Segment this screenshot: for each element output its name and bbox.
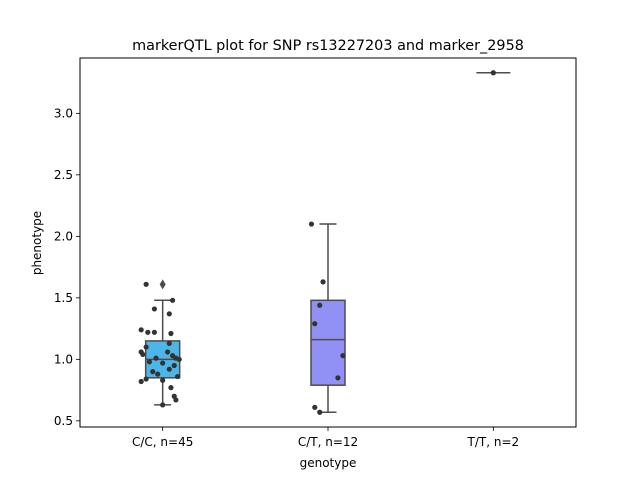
- data-point: [138, 327, 144, 333]
- data-point: [151, 306, 157, 312]
- data-point: [151, 329, 157, 335]
- data-point: [160, 402, 166, 408]
- data-point: [145, 329, 151, 335]
- box-group: [310, 223, 346, 413]
- data-point: [490, 70, 496, 76]
- chart-title: markerQTL plot for SNP rs13227203 and ma…: [132, 38, 524, 54]
- data-point: [312, 404, 318, 410]
- data-point: [168, 330, 174, 337]
- y-axis-label: phenotype: [30, 211, 44, 275]
- data-point: [317, 302, 323, 308]
- data-point: [143, 376, 149, 382]
- data-point: [174, 373, 181, 380]
- plot-area: [138, 70, 511, 415]
- data-point: [160, 377, 166, 383]
- y-tick-label: 3.0: [54, 106, 73, 120]
- data-point: [168, 385, 174, 391]
- data-point: [169, 297, 176, 303]
- data-point: [143, 344, 149, 350]
- data-point: [166, 311, 172, 317]
- data-point: [166, 366, 172, 372]
- data-point: [173, 397, 179, 403]
- x-tick-label: C/C, n=45: [132, 435, 193, 449]
- data-point: [320, 279, 326, 285]
- y-tick-label: 0.5: [54, 414, 73, 428]
- data-point: [153, 355, 159, 361]
- data-point: [335, 375, 341, 381]
- data-point: [160, 360, 166, 366]
- data-point: [171, 362, 177, 369]
- x-tick-label: C/T, n=12: [298, 435, 358, 449]
- data-point: [155, 371, 161, 377]
- y-axis: 0.5 1.0 1.5 2.0 2.5 3.0: [54, 106, 80, 428]
- data-point: [140, 351, 146, 358]
- outlier-marker: [159, 279, 166, 290]
- x-tick-label: T/T, n=2: [467, 435, 520, 449]
- strip-points: [138, 70, 496, 415]
- data-point: [146, 359, 153, 365]
- y-tick-label: 2.0: [54, 229, 73, 243]
- data-point: [138, 378, 144, 385]
- data-point: [176, 356, 182, 362]
- y-tick-label: 1.5: [54, 291, 73, 305]
- data-point: [143, 281, 149, 287]
- box-iqr: [310, 299, 346, 386]
- box-group: [144, 279, 181, 406]
- data-point: [150, 369, 156, 375]
- data-point: [308, 221, 315, 227]
- y-tick-label: 1.0: [54, 352, 73, 366]
- data-point: [165, 349, 171, 355]
- data-point: [166, 340, 172, 346]
- x-axis: C/C, n=45 C/T, n=12 T/T, n=2: [132, 427, 519, 449]
- data-point: [312, 321, 318, 327]
- x-axis-label: genotype: [300, 456, 357, 470]
- y-tick-label: 2.5: [54, 168, 73, 182]
- data-point: [340, 353, 346, 359]
- data-point: [317, 409, 323, 415]
